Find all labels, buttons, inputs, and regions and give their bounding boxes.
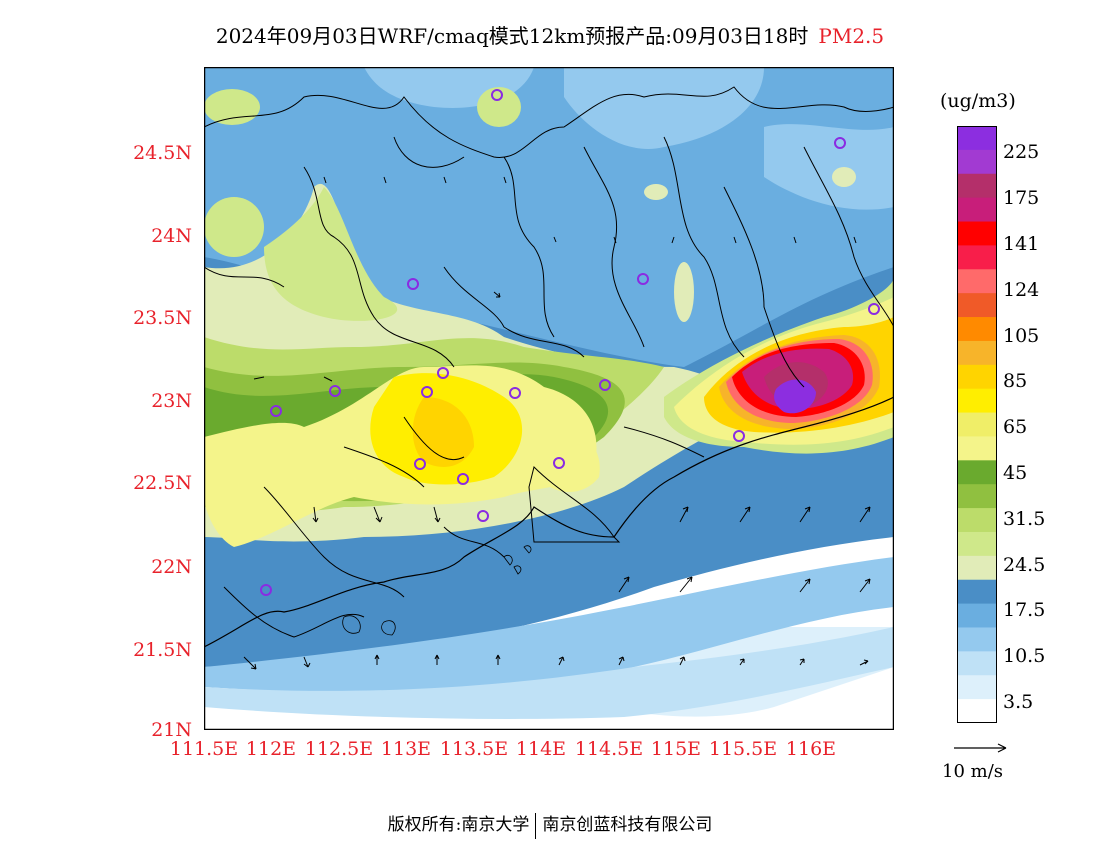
city-markers <box>260 89 880 596</box>
colorbar-swatch <box>957 245 997 270</box>
colorbar-swatch <box>957 173 997 199</box>
colorbar-swatch <box>957 484 997 509</box>
lat-label-21-5: 21.5N <box>133 639 192 661</box>
lon-label-113-5: 113.5E <box>439 738 509 760</box>
colorbar-swatch <box>957 412 997 437</box>
colorbar <box>957 126 997 723</box>
colorbar-swatch <box>957 317 997 342</box>
wind-vectors <box>243 176 871 670</box>
colorbar-swatch <box>957 555 997 581</box>
lat-label-24-5: 24.5N <box>133 142 192 164</box>
lat-label-21: 21N <box>151 719 192 741</box>
colorbar-label-105: 105 <box>1003 325 1040 347</box>
colorbar-swatch <box>957 531 997 557</box>
lon-label-112-5: 112.5E <box>304 738 374 760</box>
colorbar-swatch <box>957 293 997 318</box>
colorbar-swatch <box>957 675 997 700</box>
islands <box>342 545 532 636</box>
colorbar-swatch <box>957 197 997 223</box>
colorbar-label-175: 175 <box>1003 187 1040 209</box>
colorbar-swatch <box>957 221 997 246</box>
colorbar-swatch <box>957 269 997 294</box>
lat-label-23-5: 23.5N <box>133 307 192 329</box>
colorbar-swatch <box>957 508 997 533</box>
lon-label-112: 112E <box>245 738 297 760</box>
lon-label-113: 113E <box>380 738 432 760</box>
copyright-left: 版权所有:南京大学 <box>387 815 530 835</box>
lon-label-116: 116E <box>785 738 837 760</box>
colorbar-label-31-5: 31.5 <box>1003 508 1046 530</box>
coastline <box>204 396 894 648</box>
lon-label-111-5: 111.5E <box>169 738 239 760</box>
footer-separator <box>535 812 537 839</box>
colorbar-swatch <box>957 603 997 628</box>
colorbar-swatch <box>957 149 997 175</box>
colorbar-swatch <box>957 460 997 485</box>
colorbar-label-124: 124 <box>1003 279 1040 301</box>
lon-label-114: 114E <box>515 738 567 760</box>
colorbar-label-10-5: 10.5 <box>1003 645 1046 667</box>
colorbar-swatch <box>957 579 997 605</box>
lat-label-22: 22N <box>151 556 192 578</box>
colorbar-swatch <box>957 364 997 390</box>
colorbar-label-65: 65 <box>1003 416 1028 438</box>
colorbar-swatch <box>957 651 997 676</box>
colorbar-frame <box>957 126 997 723</box>
map-frame <box>204 67 894 730</box>
wind-reference-label: 10 m/s <box>942 761 1003 782</box>
lat-label-24: 24N <box>151 225 192 247</box>
colorbar-swatch <box>957 699 997 723</box>
lat-label-23: 23N <box>151 390 192 412</box>
colorbar-swatch <box>957 388 997 414</box>
colorbar-label-85: 85 <box>1003 370 1028 392</box>
lat-label-22-5: 22.5N <box>133 472 192 494</box>
colorbar-swatch <box>957 627 997 652</box>
colorbar-label-225: 225 <box>1003 141 1040 163</box>
copyright-right: 南京创蓝科技有限公司 <box>542 815 713 835</box>
boundary-lines <box>204 86 894 638</box>
wind-reference-arrow <box>954 743 1007 753</box>
pm25-concentration-map <box>204 67 894 730</box>
colorbar-unit: (ug/m3) <box>940 90 1016 112</box>
colorbar-label-3-5: 3.5 <box>1003 691 1034 713</box>
colorbar-swatch <box>957 126 997 151</box>
map-title: 2024年09月03日WRF/cmaq模式12km预报产品:09月03日18时 P… <box>0 20 1100 49</box>
colorbar-swatch <box>957 436 997 461</box>
copyright-footer: 版权所有:南京大学 南京创蓝科技有限公司 <box>0 810 1100 839</box>
title-text: 2024年09月03日WRF/cmaq模式12km预报产品:09月03日18时 <box>215 24 809 48</box>
colorbar-label-141: 141 <box>1003 233 1040 255</box>
pollutant-label: PM2.5 <box>818 24 885 48</box>
colorbar-label-45: 45 <box>1003 462 1028 484</box>
colorbar-label-17-5: 17.5 <box>1003 599 1046 621</box>
colorbar-label-24-5: 24.5 <box>1003 554 1046 576</box>
colorbar-swatch <box>957 340 997 366</box>
lon-label-115-5: 115.5E <box>708 738 778 760</box>
lon-label-115: 115E <box>650 738 702 760</box>
lon-label-114-5: 114.5E <box>574 738 644 760</box>
